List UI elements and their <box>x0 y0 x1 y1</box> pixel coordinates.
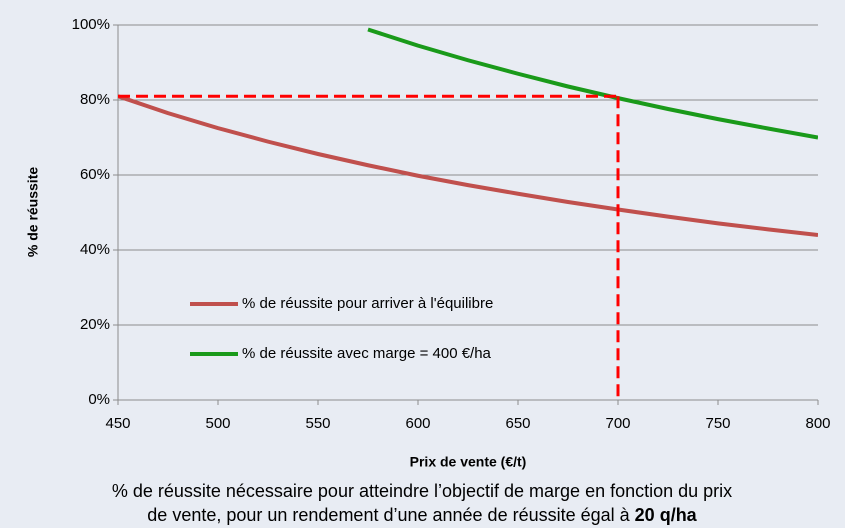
x-axis-title: Prix de vente (€/t) <box>410 454 527 470</box>
x-tick-label: 700 <box>605 415 630 432</box>
legend-label: % de réussite pour arriver à l'équilibre <box>242 295 493 312</box>
legend-label: % de réussite avec marge = 400 €/ha <box>242 345 492 362</box>
series-line <box>367 27 818 140</box>
caption: % de réussite nécessaire pour atteindre … <box>112 481 732 501</box>
caption-bold: 20 q/ha <box>635 505 698 525</box>
x-tick-label: 800 <box>805 415 830 432</box>
series-line <box>118 94 818 237</box>
caption-text: de vente, pour un rendement d’une année … <box>147 505 630 525</box>
y-tick-label: 60% <box>80 166 110 183</box>
y-axis-title: % de réussite <box>25 167 41 257</box>
x-tick-label: 500 <box>205 415 230 432</box>
y-tick-label: 0% <box>88 391 110 408</box>
y-tick-label: 100% <box>72 16 110 33</box>
x-tick-label: 600 <box>405 415 430 432</box>
x-tick-label: 650 <box>505 415 530 432</box>
y-tick-label: 40% <box>80 241 110 258</box>
x-tick-label: 550 <box>305 415 330 432</box>
caption: de vente, pour un rendement d’une année … <box>147 505 697 525</box>
y-tick-label: 20% <box>80 316 110 333</box>
x-tick-label: 750 <box>705 415 730 432</box>
x-tick-label: 450 <box>105 415 130 432</box>
y-tick-label: 80% <box>80 91 110 108</box>
